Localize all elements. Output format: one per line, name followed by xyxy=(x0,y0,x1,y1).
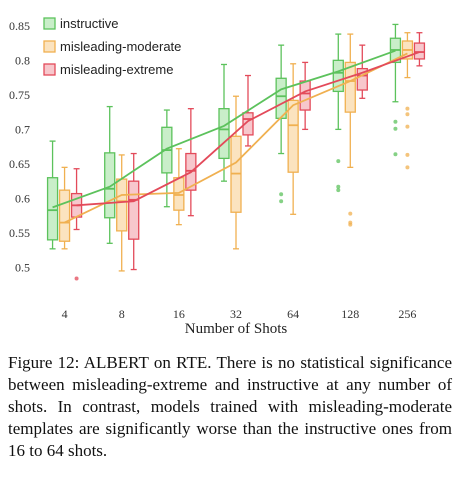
y-tick-label: 0.5 xyxy=(15,260,30,274)
box-misleading-moderate-128 xyxy=(344,33,356,227)
box-instructive-8 xyxy=(104,105,116,244)
outlier-point xyxy=(393,119,398,124)
y-tick-label: 0.65 xyxy=(9,157,30,171)
box-misleading-moderate-64 xyxy=(287,63,299,215)
outlier-point xyxy=(393,126,398,131)
legend-label-instructive: instructive xyxy=(60,16,119,31)
outlier-point xyxy=(348,211,353,216)
legend-swatch-misleading-extreme xyxy=(43,63,56,76)
legend-label-misleading-moderate: misleading-moderate xyxy=(60,39,181,54)
box-body xyxy=(275,77,287,119)
box-instructive-64 xyxy=(275,44,287,204)
x-tick-label: 4 xyxy=(62,307,68,321)
box-body xyxy=(332,59,344,93)
box-plot-chart: 0.5 0.55 0.6 0.65 0.7 0.75 0.8 0.85 4 8 16 32 64 128… xyxy=(9,16,426,337)
x-axis-ticks: 4 8 16 32 64 128 256 xyxy=(62,307,417,321)
outlier-point xyxy=(405,165,410,170)
box-instructive-128 xyxy=(332,33,344,193)
x-tick-label: 64 xyxy=(287,307,299,321)
series-misleading-moderate xyxy=(58,32,414,272)
outlier-point xyxy=(336,159,341,164)
outlier-point xyxy=(393,152,398,157)
box-misleading-extreme-32 xyxy=(242,74,254,147)
box-body xyxy=(287,99,299,173)
box-body xyxy=(356,67,368,91)
legend: instructive misleading-moderate misleading… xyxy=(43,16,181,77)
box-misleading-moderate-256 xyxy=(401,32,414,170)
outlier-point xyxy=(336,184,341,189)
outlier-point xyxy=(405,152,410,157)
box-body xyxy=(116,178,128,232)
box-body xyxy=(104,152,116,219)
y-tick-label: 0.6 xyxy=(15,191,30,205)
y-tick-label: 0.75 xyxy=(9,88,30,102)
outlier-point xyxy=(348,222,353,227)
outlier-point xyxy=(405,124,410,129)
y-tick-label: 0.85 xyxy=(9,19,30,33)
outlier-point xyxy=(74,276,79,281)
legend-swatch-misleading-moderate xyxy=(43,40,56,53)
x-tick-label: 32 xyxy=(230,307,242,321)
outlier-point xyxy=(279,192,284,197)
y-axis-ticks: 0.5 0.55 0.6 0.65 0.7 0.75 0.8 0.85 xyxy=(9,19,30,275)
series-instructive xyxy=(46,23,402,250)
x-axis-title: Number of Shots xyxy=(185,321,288,337)
y-tick-label: 0.55 xyxy=(9,226,30,240)
box-misleading-extreme-128 xyxy=(356,44,368,99)
outlier-point xyxy=(405,106,410,111)
legend-label-misleading-extreme: misleading-extreme xyxy=(60,62,173,77)
outlier-point xyxy=(279,199,284,204)
mean-line-misleading-extreme xyxy=(76,51,420,207)
box-instructive-16 xyxy=(161,109,173,208)
box-body xyxy=(128,180,140,240)
box-body xyxy=(173,177,185,211)
box-body xyxy=(242,112,254,136)
box-body xyxy=(58,189,71,242)
box-body xyxy=(46,177,59,241)
legend-swatch-instructive xyxy=(43,17,56,30)
mean-line-misleading-moderate xyxy=(64,52,408,224)
mean-line-instructive xyxy=(52,49,396,209)
box-instructive-256 xyxy=(389,23,402,157)
box-instructive-4 xyxy=(46,140,59,250)
box-body xyxy=(218,108,230,160)
outlier-point xyxy=(405,112,410,117)
y-tick-label: 0.8 xyxy=(15,53,30,67)
figure-caption: Figure 12: ALBERT on RTE. There is no st… xyxy=(8,353,452,460)
x-tick-label: 8 xyxy=(119,307,125,321)
mean-lines xyxy=(52,49,420,224)
x-tick-label: 256 xyxy=(398,307,416,321)
box-body xyxy=(344,61,356,113)
y-tick-label: 0.7 xyxy=(15,122,30,136)
box-misleading-moderate-32 xyxy=(230,95,242,250)
box-body xyxy=(299,80,311,111)
outlier-point xyxy=(336,188,341,193)
x-tick-label: 16 xyxy=(173,307,185,321)
x-tick-label: 128 xyxy=(341,307,359,321)
box-body xyxy=(413,42,426,60)
